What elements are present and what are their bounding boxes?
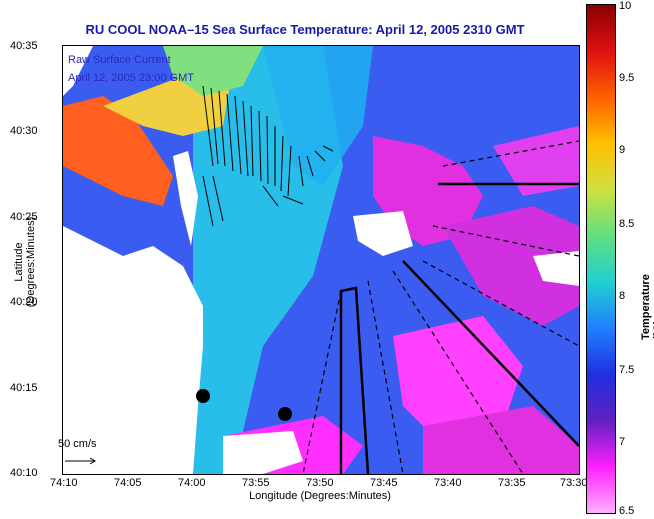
y-tick: 40:20 xyxy=(10,296,38,308)
dashed-boundaries xyxy=(302,140,579,474)
y-tick: 40:10 xyxy=(10,467,38,479)
warm-patch xyxy=(63,96,173,206)
land-area xyxy=(63,46,93,96)
x-tick: 74:10 xyxy=(50,477,78,489)
y-tick: 40:35 xyxy=(10,40,38,52)
colorbar-tick: 7 xyxy=(619,436,626,448)
x-tick: 74:00 xyxy=(178,477,206,489)
boundary-polygons xyxy=(339,182,579,474)
radar-site xyxy=(278,407,292,421)
y-tick: 40:30 xyxy=(10,125,38,137)
map-title: RU COOL NOAA–15 Sea Surface Temperature:… xyxy=(85,22,525,37)
colorbar-tick: 10 xyxy=(619,0,632,12)
colorbar-tick: 7.5 xyxy=(619,364,635,376)
x-tick: 73:40 xyxy=(434,477,462,489)
colorbar-tick: 9.5 xyxy=(619,72,635,84)
radar-site xyxy=(196,389,210,403)
temperature-colorbar xyxy=(586,4,616,514)
current-vectors xyxy=(202,85,334,227)
sst-map xyxy=(62,45,580,475)
x-tick: 73:55 xyxy=(242,477,270,489)
x-tick: 73:50 xyxy=(306,477,334,489)
y-tick: 40:25 xyxy=(10,211,38,223)
scale-arrow xyxy=(65,457,96,465)
legend-line1: Raw Surface Current xyxy=(68,54,171,66)
colorbar-tick: 6.5 xyxy=(619,505,635,517)
x-tick: 74:05 xyxy=(114,477,142,489)
scale-label: 50 cm/s xyxy=(58,438,97,450)
x-tick: 73:30 xyxy=(560,477,588,489)
land-nj xyxy=(63,226,203,474)
x-tick: 73:35 xyxy=(498,477,526,489)
y-tick: 40:15 xyxy=(10,382,38,394)
colorbar-tick: 8 xyxy=(619,290,626,302)
x-axis-label: Longitude (Degrees:Minutes) xyxy=(249,490,391,502)
colorbar-tick: 9 xyxy=(619,144,626,156)
colorbar-tick: 8.5 xyxy=(619,218,635,230)
colorbar-label: Temperature (°C) xyxy=(640,274,654,340)
legend-line2: April 12, 2005 23:00 GMT xyxy=(68,72,194,84)
x-tick: 73:45 xyxy=(370,477,398,489)
